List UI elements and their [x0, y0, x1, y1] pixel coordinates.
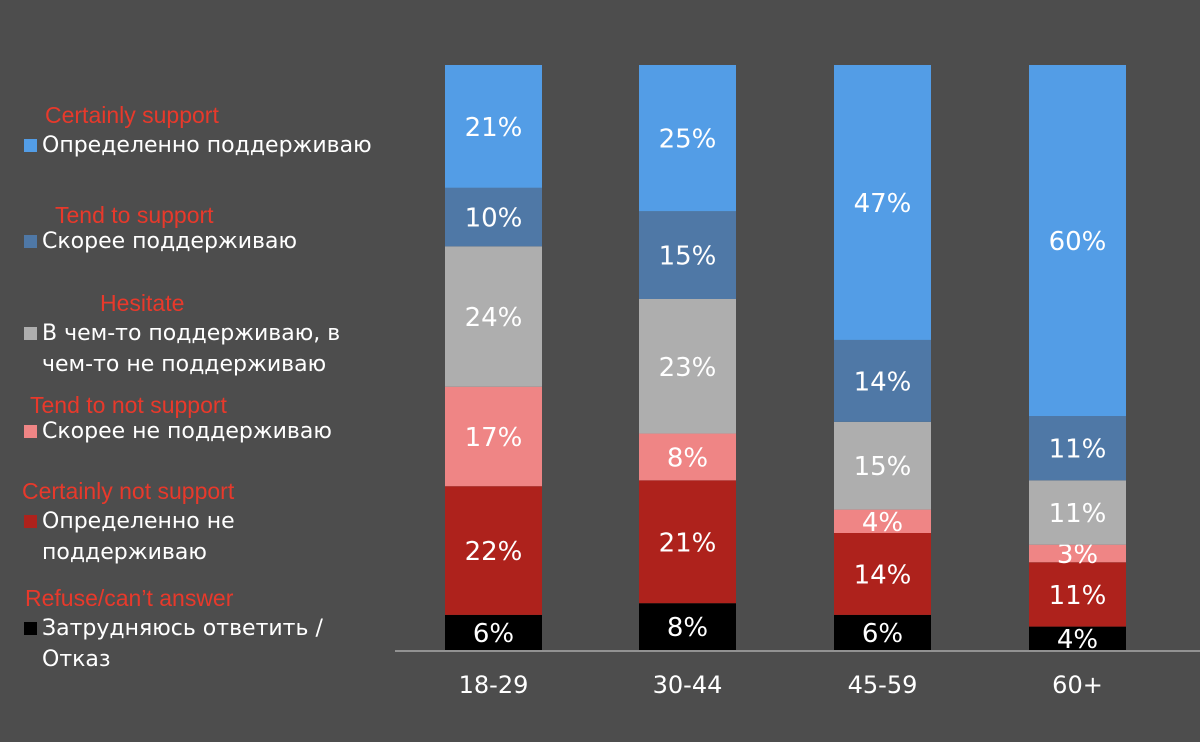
bar-segment — [834, 533, 931, 615]
bar-segment — [639, 65, 736, 212]
legend-label: Определенно поддерживаю — [42, 133, 372, 158]
bar-segment — [1029, 480, 1126, 545]
legend-label: Скорее не поддерживаю — [42, 419, 332, 444]
bar-segment — [639, 433, 736, 481]
legend-label: В чем-то поддерживаю, в чем-то не поддер… — [42, 321, 341, 377]
bar-segment — [639, 480, 736, 604]
value-label: 15% — [659, 242, 717, 272]
legend-swatch — [24, 139, 37, 152]
value-label: 11% — [1049, 435, 1107, 465]
bar-segment — [1029, 562, 1126, 627]
bar-segment — [445, 614, 542, 650]
bar-segment — [639, 603, 736, 650]
value-label: 21% — [465, 113, 523, 143]
value-label: 22% — [465, 537, 523, 567]
x-tick-label: 30-44 — [653, 671, 723, 699]
legend-swatch — [24, 327, 37, 340]
legend-label-en: Tend to not support — [30, 392, 227, 418]
x-tick-label: 18-29 — [459, 671, 529, 699]
bar-segment — [834, 65, 931, 340]
legend-label: Скорее поддерживаю — [42, 229, 297, 254]
x-tick-label: 45-59 — [848, 671, 918, 699]
legend-label: Затрудняюсь ответить / Отказ — [42, 616, 323, 672]
value-label: 11% — [1049, 499, 1107, 529]
value-label: 23% — [659, 353, 717, 383]
value-label: 6% — [473, 619, 514, 649]
value-label: 14% — [854, 560, 912, 590]
legend-swatch — [24, 515, 37, 528]
value-label: 3% — [1057, 540, 1098, 570]
bar-segment — [639, 299, 736, 434]
legend-swatch — [24, 622, 37, 635]
legend-label-en: Certainly not support — [22, 478, 235, 504]
bar-segment — [445, 65, 542, 188]
bar-segment — [639, 211, 736, 299]
bar-segment — [445, 246, 542, 387]
bar-segment — [1029, 416, 1126, 481]
value-label: 25% — [659, 125, 717, 155]
value-label: 60% — [1049, 227, 1107, 257]
x-tick-label: 60+ — [1052, 671, 1103, 699]
legend-label-en: Tend to support — [55, 202, 214, 228]
bar-segment — [1029, 544, 1126, 563]
legend-swatch — [24, 235, 37, 248]
bar-segment — [1029, 626, 1126, 650]
value-label: 21% — [659, 528, 717, 558]
legend-label-en: Refuse/can’t answer — [25, 585, 234, 611]
value-label: 4% — [1057, 625, 1098, 655]
bar-segment — [834, 339, 931, 422]
legend-label-en: Certainly support — [45, 102, 219, 128]
bar-segment — [445, 187, 542, 247]
value-label: 17% — [465, 423, 523, 453]
value-label: 14% — [854, 367, 912, 397]
bar-segment — [445, 386, 542, 487]
bar-segment — [834, 509, 931, 533]
value-label: 15% — [854, 452, 912, 482]
bar-segment — [445, 486, 542, 615]
value-label: 24% — [465, 303, 523, 333]
value-label: 8% — [667, 613, 708, 643]
bar-segment — [834, 421, 931, 510]
legend-swatch — [24, 425, 37, 438]
value-label: 11% — [1049, 581, 1107, 611]
value-label: 10% — [465, 204, 523, 234]
value-label: 8% — [667, 443, 708, 473]
value-label: 47% — [854, 189, 912, 219]
legend-label: Определенно не поддерживаю — [42, 509, 235, 565]
value-label: 4% — [862, 508, 903, 538]
value-label: 6% — [862, 619, 903, 649]
bar-segment — [834, 614, 931, 650]
bar-segment — [1029, 65, 1126, 416]
legend-label-en: Hesitate — [100, 290, 185, 316]
